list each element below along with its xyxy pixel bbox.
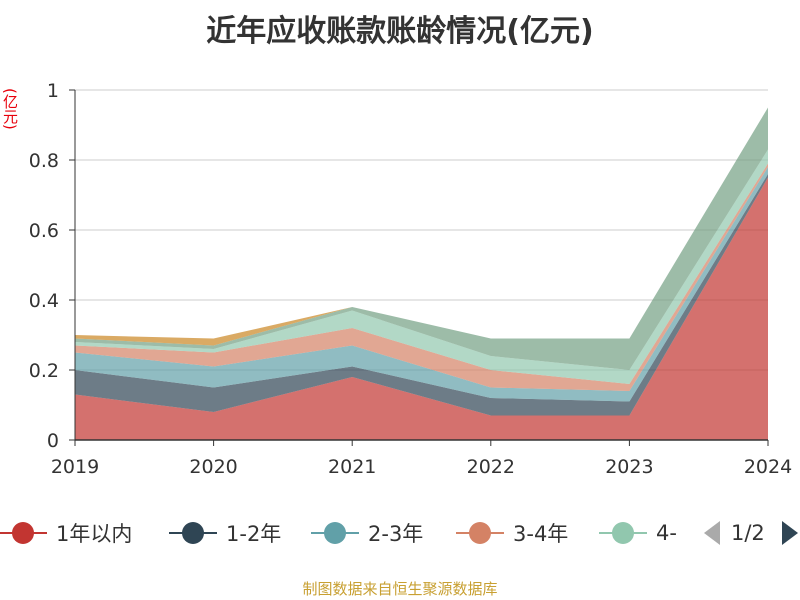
axes: 0 0.2 0.4 0.6 0.8 1 2019 2020 2021 2022 2023 2024 [29,80,792,478]
area-chart: 0 0.2 0.4 0.6 0.8 1 2019 2020 2021 2022 2023 2024 [29,80,792,478]
legend-item[interactable]: 1-2年 [168,515,281,551]
data-source-note: 制图数据来自恒生聚源数据库 [302,580,498,598]
x-tick-label: 2021 [328,456,376,478]
legend-item-label: 4- [656,521,677,545]
legend-prev-button[interactable] [703,515,721,551]
legend-marker-dot [182,522,204,544]
area-series-6 [75,107,768,370]
chart-title: 近年应收账款账龄情况(亿元) [206,14,594,49]
y-tick-label: 1 [47,80,59,102]
legend-marker-icon [599,522,647,544]
legend-marker-dot [12,522,34,544]
legend-marker-dot [612,522,634,544]
y-tick-label: 0.6 [29,220,59,242]
y-tick-label: 0 [47,430,59,452]
legend-marker-icon [169,522,217,544]
legend-item-label: 2-3年 [368,522,424,546]
legend: 1年以内 1-2年 2-3年 3-4年 4- 1/2 [0,515,800,551]
area-series-1 [75,177,768,440]
legend-marker-icon [456,522,504,544]
legend-item[interactable]: 4- [598,515,677,551]
area-series-5 [75,149,768,384]
legend-marker-icon [311,522,359,544]
legend-marker-dot [469,522,491,544]
x-tick-label: 2020 [189,456,237,478]
legend-item-label: 1-2年 [226,522,282,546]
x-tick-label: 2024 [744,456,792,478]
y-tick-label: 0.2 [29,360,59,382]
area-series [75,107,768,440]
area-series-2 [75,174,768,416]
legend-item-label: 3-4年 [513,522,569,546]
y-tick-label: 0.8 [29,150,59,172]
area-series-3 [75,167,768,402]
legend-item-label: 1年以内 [56,522,133,546]
legend-item[interactable]: 2-3年 [310,515,423,551]
y-axis-label: (亿元) [1,88,19,130]
legend-item[interactable]: 3-4年 [455,515,568,551]
triangle-right-icon[interactable] [781,520,799,546]
x-tick-label: 2022 [467,456,515,478]
triangle-left-icon[interactable] [703,520,721,546]
legend-marker-dot [324,522,346,544]
x-tick-label: 2019 [51,456,99,478]
legend-next-button[interactable] [781,515,799,551]
y-tick-label: 0.4 [29,290,59,312]
legend-item[interactable]: 1年以内 [0,515,132,551]
legend-page-indicator: 1/2 [731,521,765,545]
legend-marker-icon [0,522,47,544]
x-tick-label: 2023 [605,456,653,478]
